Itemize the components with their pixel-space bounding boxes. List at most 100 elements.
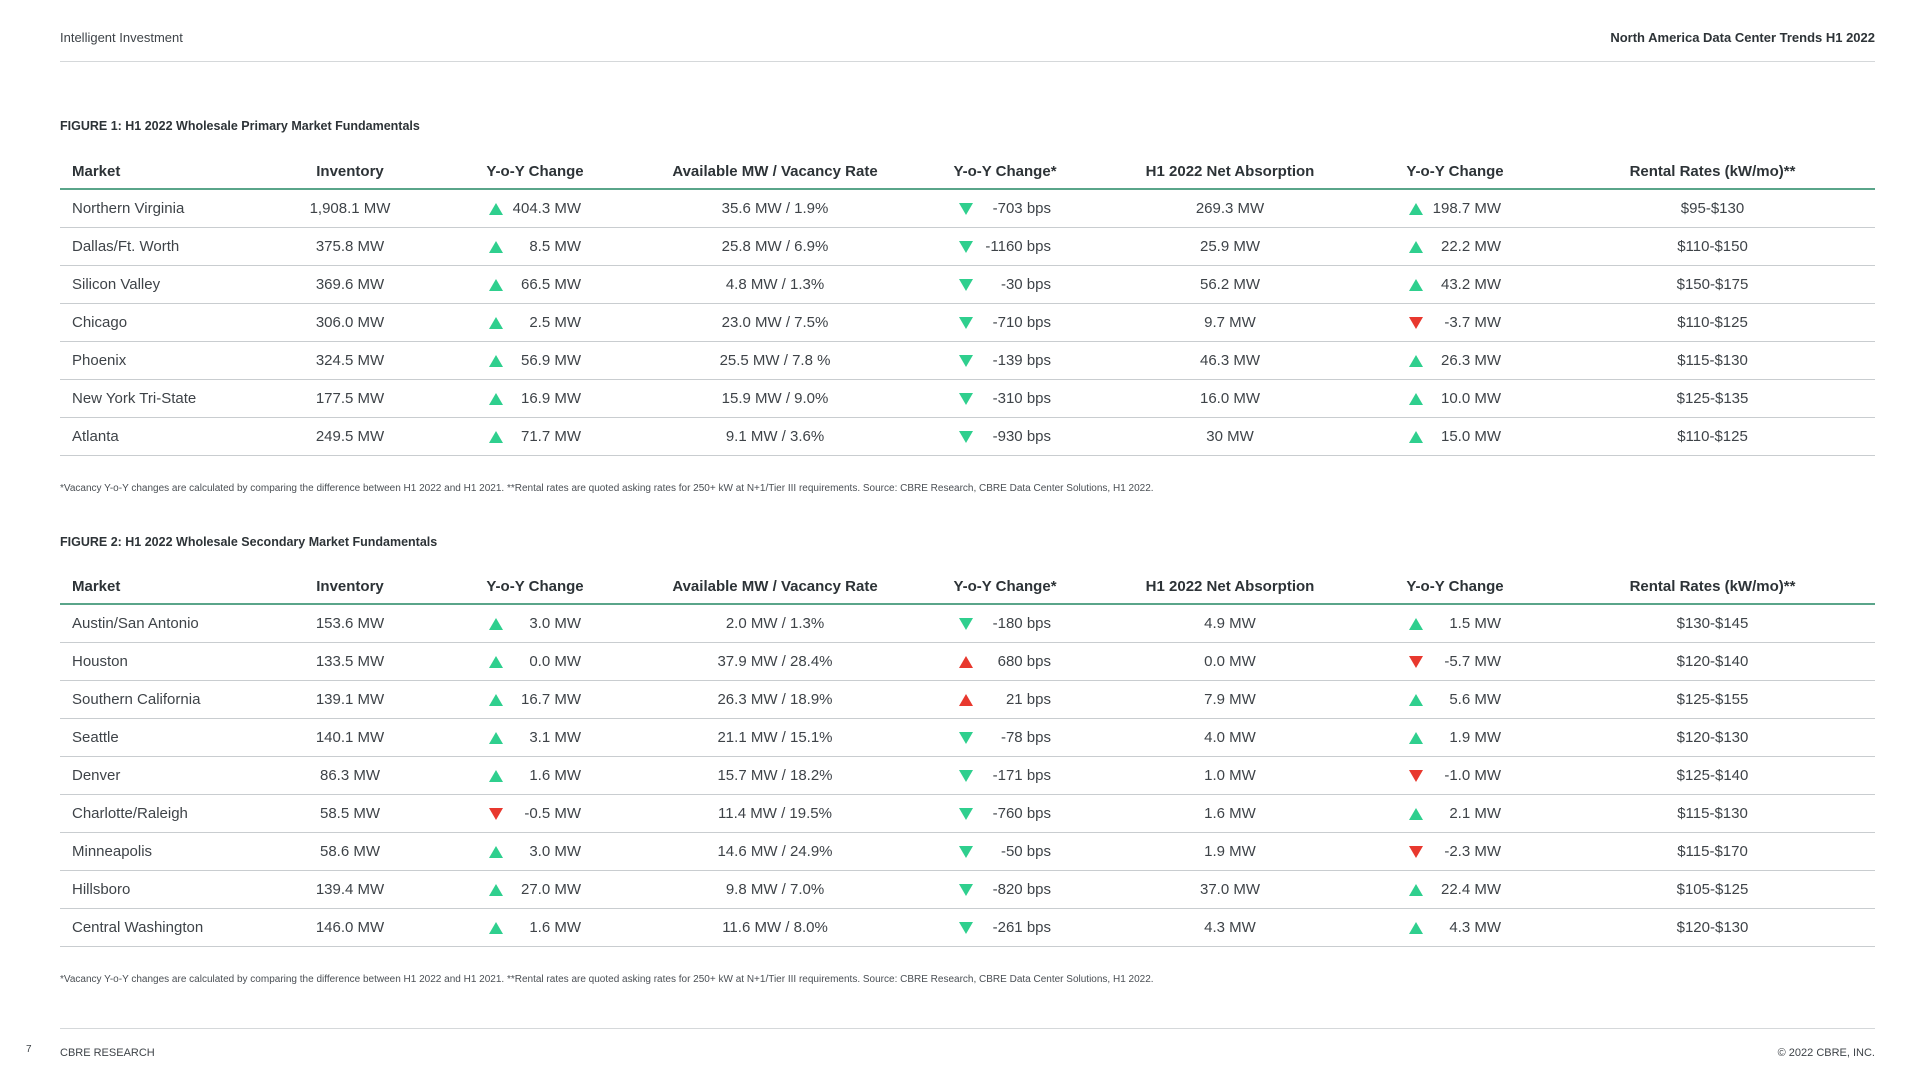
- page-footer: CBRE RESEARCH © 2022 CBRE, INC.: [60, 1028, 1875, 1059]
- inventory-cell: 306.0 MW: [270, 303, 430, 342]
- table-row: Silicon Valley 369.6 MW 66.5 MW 4.8 MW / 1.…: [60, 265, 1875, 304]
- market-cell: Denver: [60, 756, 270, 795]
- triangle-up-green-icon: [489, 316, 503, 329]
- market-cell: Charlotte/Raleigh: [60, 794, 270, 833]
- vacancy-change-cell: -310 bps: [910, 379, 1100, 418]
- figure1-table: Market Inventory Y-o-Y Change Available MW …: [60, 154, 1875, 456]
- triangle-up-green-icon: [1409, 693, 1423, 706]
- table-row: Houston 133.5 MW 0.0 MW 37.9 MW / 28.4% 680 …: [60, 642, 1875, 681]
- triangle-up-green-icon: [1409, 430, 1423, 443]
- net-absorption-cell: 0.0 MW: [1100, 642, 1360, 681]
- available-vacancy-cell: 26.3 MW / 18.9%: [640, 680, 910, 719]
- inventory-cell: 86.3 MW: [270, 756, 430, 795]
- vacancy-change-cell: -30 bps: [910, 265, 1100, 304]
- absorption-change-value: 10.0 MW: [1440, 390, 1501, 407]
- rental-rate-cell: $125-$135: [1550, 379, 1875, 418]
- rental-rate-cell: $115-$130: [1550, 341, 1875, 380]
- figure1-header-row: Market Inventory Y-o-Y Change Available MW …: [60, 154, 1875, 190]
- net-absorption-cell: 9.7 MW: [1100, 303, 1360, 342]
- column-header: Y-o-Y Change*: [910, 569, 1100, 605]
- absorption-change-value: -2.3 MW: [1444, 843, 1501, 860]
- column-header: H1 2022 Net Absorption: [1100, 569, 1360, 605]
- column-header: Y-o-Y Change: [1360, 154, 1550, 190]
- vacancy-change-value: 21 bps: [1005, 691, 1051, 708]
- triangle-up-green-icon: [489, 769, 503, 782]
- absorption-change-wrap: -5.7 MW: [1364, 653, 1546, 670]
- vacancy-change-cell: -1160 bps: [910, 227, 1100, 266]
- triangle-down-green-icon: [959, 278, 973, 291]
- net-absorption-cell: 1.6 MW: [1100, 794, 1360, 833]
- absorption-change-cell: -1.0 MW: [1360, 756, 1550, 795]
- triangle-up-green-icon: [489, 921, 503, 934]
- absorption-change-cell: -2.3 MW: [1360, 832, 1550, 871]
- triangle-up-green-icon: [1409, 921, 1423, 934]
- rental-rate-cell: $120-$140: [1550, 642, 1875, 681]
- available-vacancy-cell: 15.7 MW / 18.2%: [640, 756, 910, 795]
- vacancy-change-wrap: 21 bps: [914, 691, 1096, 708]
- absorption-change-cell: 1.5 MW: [1360, 604, 1550, 643]
- vacancy-change-wrap: -180 bps: [914, 615, 1096, 632]
- absorption-change-value: 22.2 MW: [1440, 238, 1501, 255]
- column-header: Market: [60, 569, 270, 605]
- vacancy-change-wrap: -703 bps: [914, 200, 1096, 217]
- triangle-down-red-icon: [1409, 845, 1423, 858]
- inventory-change-cell: 16.9 MW: [430, 379, 640, 418]
- figure1-title: FIGURE 1: H1 2022 Wholesale Primary Mark…: [60, 119, 420, 133]
- vacancy-change-wrap: -171 bps: [914, 767, 1096, 784]
- vacancy-change-cell: -171 bps: [910, 756, 1100, 795]
- table-row: Seattle 140.1 MW 3.1 MW 21.1 MW / 15.1% -78 …: [60, 718, 1875, 757]
- vacancy-change-value: -310 bps: [992, 390, 1051, 407]
- vacancy-change-cell: 680 bps: [910, 642, 1100, 681]
- net-absorption-cell: 56.2 MW: [1100, 265, 1360, 304]
- inventory-change-cell: 3.0 MW: [430, 604, 640, 643]
- triangle-up-green-icon: [489, 731, 503, 744]
- absorption-change-cell: 5.6 MW: [1360, 680, 1550, 719]
- column-header: Y-o-Y Change*: [910, 154, 1100, 190]
- vacancy-change-value: -139 bps: [992, 352, 1051, 369]
- triangle-up-green-icon: [489, 278, 503, 291]
- market-cell: Houston: [60, 642, 270, 681]
- triangle-up-green-icon: [489, 430, 503, 443]
- absorption-change-wrap: 4.3 MW: [1364, 919, 1546, 936]
- absorption-change-value: 4.3 MW: [1449, 919, 1501, 936]
- rental-rate-cell: $110-$150: [1550, 227, 1875, 266]
- triangle-down-red-icon: [489, 807, 503, 820]
- column-header: Available MW / Vacancy Rate: [640, 569, 910, 605]
- absorption-change-wrap: -2.3 MW: [1364, 843, 1546, 860]
- available-vacancy-cell: 2.0 MW / 1.3%: [640, 604, 910, 643]
- net-absorption-cell: 16.0 MW: [1100, 379, 1360, 418]
- inventory-change-value: 66.5 MW: [520, 276, 581, 293]
- triangle-up-red-icon: [959, 655, 973, 668]
- rental-rate-cell: $130-$145: [1550, 604, 1875, 643]
- inventory-change-value: 8.5 MW: [529, 238, 581, 255]
- inventory-change-value: 71.7 MW: [520, 428, 581, 445]
- market-cell: Dallas/Ft. Worth: [60, 227, 270, 266]
- rental-rate-cell: $110-$125: [1550, 417, 1875, 456]
- triangle-down-green-icon: [959, 731, 973, 744]
- absorption-change-value: 26.3 MW: [1440, 352, 1501, 369]
- vacancy-change-value: -710 bps: [992, 314, 1051, 331]
- available-vacancy-cell: 25.8 MW / 6.9%: [640, 227, 910, 266]
- inventory-cell: 369.6 MW: [270, 265, 430, 304]
- inventory-change-wrap: -0.5 MW: [434, 805, 636, 822]
- inventory-change-cell: 27.0 MW: [430, 870, 640, 909]
- triangle-up-green-icon: [1409, 240, 1423, 253]
- absorption-change-cell: 2.1 MW: [1360, 794, 1550, 833]
- triangle-down-green-icon: [959, 240, 973, 253]
- absorption-change-value: 22.4 MW: [1440, 881, 1501, 898]
- triangle-up-green-icon: [489, 392, 503, 405]
- available-vacancy-cell: 4.8 MW / 1.3%: [640, 265, 910, 304]
- market-cell: Austin/San Antonio: [60, 604, 270, 643]
- absorption-change-value: 2.1 MW: [1449, 805, 1501, 822]
- absorption-change-cell: 198.7 MW: [1360, 189, 1550, 228]
- rental-rate-cell: $115-$130: [1550, 794, 1875, 833]
- page-header: Intelligent Investment North America Dat…: [60, 30, 1875, 62]
- absorption-change-wrap: 198.7 MW: [1364, 200, 1546, 217]
- inventory-cell: 58.6 MW: [270, 832, 430, 871]
- column-header: Rental Rates (kW/mo)**: [1550, 569, 1875, 605]
- triangle-up-green-icon: [1409, 731, 1423, 744]
- absorption-change-value: -1.0 MW: [1444, 767, 1501, 784]
- triangle-up-green-icon: [1409, 202, 1423, 215]
- vacancy-change-value: -171 bps: [992, 767, 1051, 784]
- vacancy-change-wrap: -30 bps: [914, 276, 1096, 293]
